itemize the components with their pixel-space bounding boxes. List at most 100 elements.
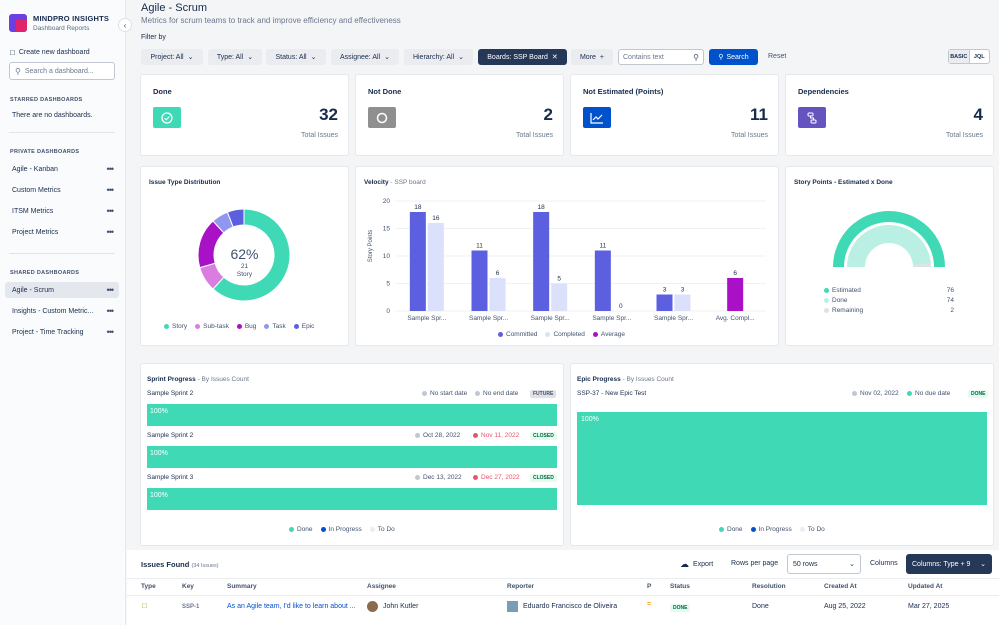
column-header-status[interactable]: Status (670, 583, 690, 590)
legend-item[interactable]: Committed (498, 331, 537, 338)
bar-value-label: 11 (599, 243, 606, 250)
column-header-assignee[interactable]: Assignee (367, 583, 396, 590)
column-header-priority[interactable]: P (647, 583, 652, 590)
column-header-created[interactable]: Created At (824, 583, 857, 590)
sidebar-item-agile-scrum[interactable]: Agile - Scrum ••• (5, 282, 119, 298)
sprint-progress-bar[interactable]: 100% (147, 404, 557, 426)
hierarchy-filter[interactable]: Hierarchy: All ⌄ (404, 49, 473, 65)
jql-mode-option[interactable]: JQL (973, 53, 985, 60)
type-filter[interactable]: Type: All ⌄ (208, 49, 262, 65)
legend-item[interactable]: Completed (545, 331, 585, 338)
legend-item[interactable]: Done (719, 526, 743, 533)
assignee-filter[interactable]: Assignee: All ⌄ (331, 49, 399, 65)
sidebar-item-custom-metrics[interactable]: Custom Metrics ••• (5, 182, 119, 198)
more-dots-icon[interactable]: ••• (106, 164, 115, 174)
more-dots-icon[interactable]: ••• (106, 227, 115, 237)
legend-item[interactable]: Done (289, 526, 313, 533)
sprint-end: Nov 11, 2022 (473, 432, 519, 439)
rows-per-page-select[interactable]: 50 rows ⌄ (787, 554, 861, 574)
more-filters-button[interactable]: More + (571, 49, 613, 65)
gauge-estimated-arc[interactable] (833, 211, 945, 267)
brand[interactable]: MINDPRO INSIGHTS Dashboard Reports (9, 14, 109, 32)
sidebar-item-label: Custom Metrics (12, 186, 61, 194)
basic-mode-option[interactable]: BASIC (949, 50, 970, 63)
legend-item[interactable]: Story (164, 323, 187, 330)
stat-value: 4 (973, 105, 983, 124)
close-icon[interactable]: ✕ (551, 54, 558, 61)
gauge-remaining-arc[interactable] (912, 263, 931, 267)
epic-start: Nov 02, 2022 (852, 390, 899, 397)
chevron-down-icon: ⌄ (310, 54, 317, 61)
velocity-bar-committed[interactable] (533, 212, 550, 311)
x-tick-label: Sample Spr... (407, 315, 446, 322)
stat-subtitle: Total Issues (946, 132, 983, 139)
create-dashboard-link[interactable]: □ Create new dashboard (10, 48, 90, 57)
legend-item[interactable]: In Progress (750, 526, 792, 533)
column-header-reporter[interactable]: Reporter (507, 583, 535, 590)
more-dots-icon[interactable]: ••• (106, 285, 115, 295)
more-dots-icon[interactable]: ••• (106, 185, 115, 195)
legend-item[interactable]: Task (264, 323, 286, 330)
legend-label: Done (297, 526, 313, 533)
velocity-title: Velocity (364, 179, 389, 186)
chart-title: Sprint Progress - By Issues Count (147, 376, 249, 383)
status-filter[interactable]: Status: All ⌄ (266, 49, 326, 65)
boards-filter[interactable]: Boards: SSP Board ✕ (478, 49, 567, 65)
velocity-bar-committed[interactable] (471, 250, 488, 312)
column-header-updated[interactable]: Updated At (908, 583, 943, 590)
sprint-progress-bar[interactable]: 100% (147, 446, 557, 468)
query-mode-toggle[interactable]: BASIC JQL (948, 49, 990, 64)
velocity-bar-completed[interactable] (674, 294, 691, 312)
column-header-summary[interactable]: Summary (227, 583, 257, 590)
search-button[interactable]: ⚲ Search (709, 49, 758, 65)
legend-item[interactable]: Bug (236, 323, 256, 330)
dependency-icon (798, 107, 826, 128)
sidebar-item-itsm-metrics[interactable]: ITSM Metrics ••• (5, 203, 119, 219)
issue-key[interactable]: SSP-1 (182, 604, 200, 610)
donut-slice-story[interactable] (212, 208, 291, 302)
column-header-resolution[interactable]: Resolution (752, 583, 786, 590)
velocity-bar-committed[interactable] (594, 250, 611, 312)
reset-button[interactable]: Reset (768, 53, 787, 60)
sprint-row: Sample Sprint 3 (147, 474, 557, 481)
collapse-sidebar-button[interactable]: ‹ (118, 18, 132, 32)
issue-type-card: Issue Type Distribution 62% 21 Story Sto… (141, 167, 348, 345)
velocity-bar-committed[interactable] (409, 212, 426, 311)
velocity-bar-completed[interactable] (551, 283, 568, 312)
more-dots-icon[interactable]: ••• (106, 327, 115, 337)
sidebar-item-insights-custom[interactable]: Insights - Custom Metric... ••• (5, 303, 119, 319)
legend-item[interactable]: Average (592, 331, 625, 338)
sidebar-item-project-metrics[interactable]: Project Metrics ••• (5, 224, 119, 240)
stat-title: Done (153, 87, 172, 96)
velocity-bar-completed[interactable] (489, 278, 506, 311)
epic-progress-bar[interactable]: 100% (577, 412, 987, 505)
issue-summary-link[interactable]: As an Agile team, I'd like to learn abou… (227, 603, 356, 610)
project-filter[interactable]: Project: All ⌄ (141, 49, 203, 65)
circle-icon (368, 107, 396, 128)
dashboard-search-input[interactable]: ⚲ Search a dashboard... (9, 62, 115, 80)
sprint-progress-bar[interactable]: 100% (147, 488, 557, 510)
export-button[interactable]: ☁ Export (680, 559, 713, 570)
remaining-value: 2 (950, 307, 954, 314)
dashboard-search-placeholder: Search a dashboard... (24, 67, 94, 75)
more-dots-icon[interactable]: ••• (106, 206, 115, 216)
column-header-type[interactable]: Type (141, 583, 156, 590)
legend-item[interactable]: To Do (369, 526, 395, 533)
sidebar-item-agile-kanban[interactable]: Agile - Kanban ••• (5, 161, 119, 177)
legend-item[interactable]: Epic (293, 323, 314, 330)
sidebar-item-time-tracking[interactable]: Project - Time Tracking ••• (5, 324, 119, 340)
legend-item[interactable]: Sub-task (195, 323, 229, 330)
velocity-bar-average[interactable] (727, 278, 744, 311)
legend-item[interactable]: To Do (799, 526, 825, 533)
donut-slice-epic[interactable] (226, 208, 245, 228)
columns-button[interactable]: Columns: Type + 9 ⌄ (906, 554, 992, 574)
gauge-done-arc[interactable] (847, 224, 931, 267)
more-dots-icon[interactable]: ••• (106, 306, 115, 316)
bar-value-label: 18 (538, 204, 546, 211)
velocity-bar-completed[interactable] (427, 223, 444, 311)
contains-text-input[interactable]: Contains text ⚲ (618, 49, 704, 65)
legend-item[interactable]: In Progress (320, 526, 362, 533)
avatar (367, 601, 378, 612)
velocity-bar-committed[interactable] (656, 294, 673, 312)
column-header-key[interactable]: Key (182, 583, 194, 590)
